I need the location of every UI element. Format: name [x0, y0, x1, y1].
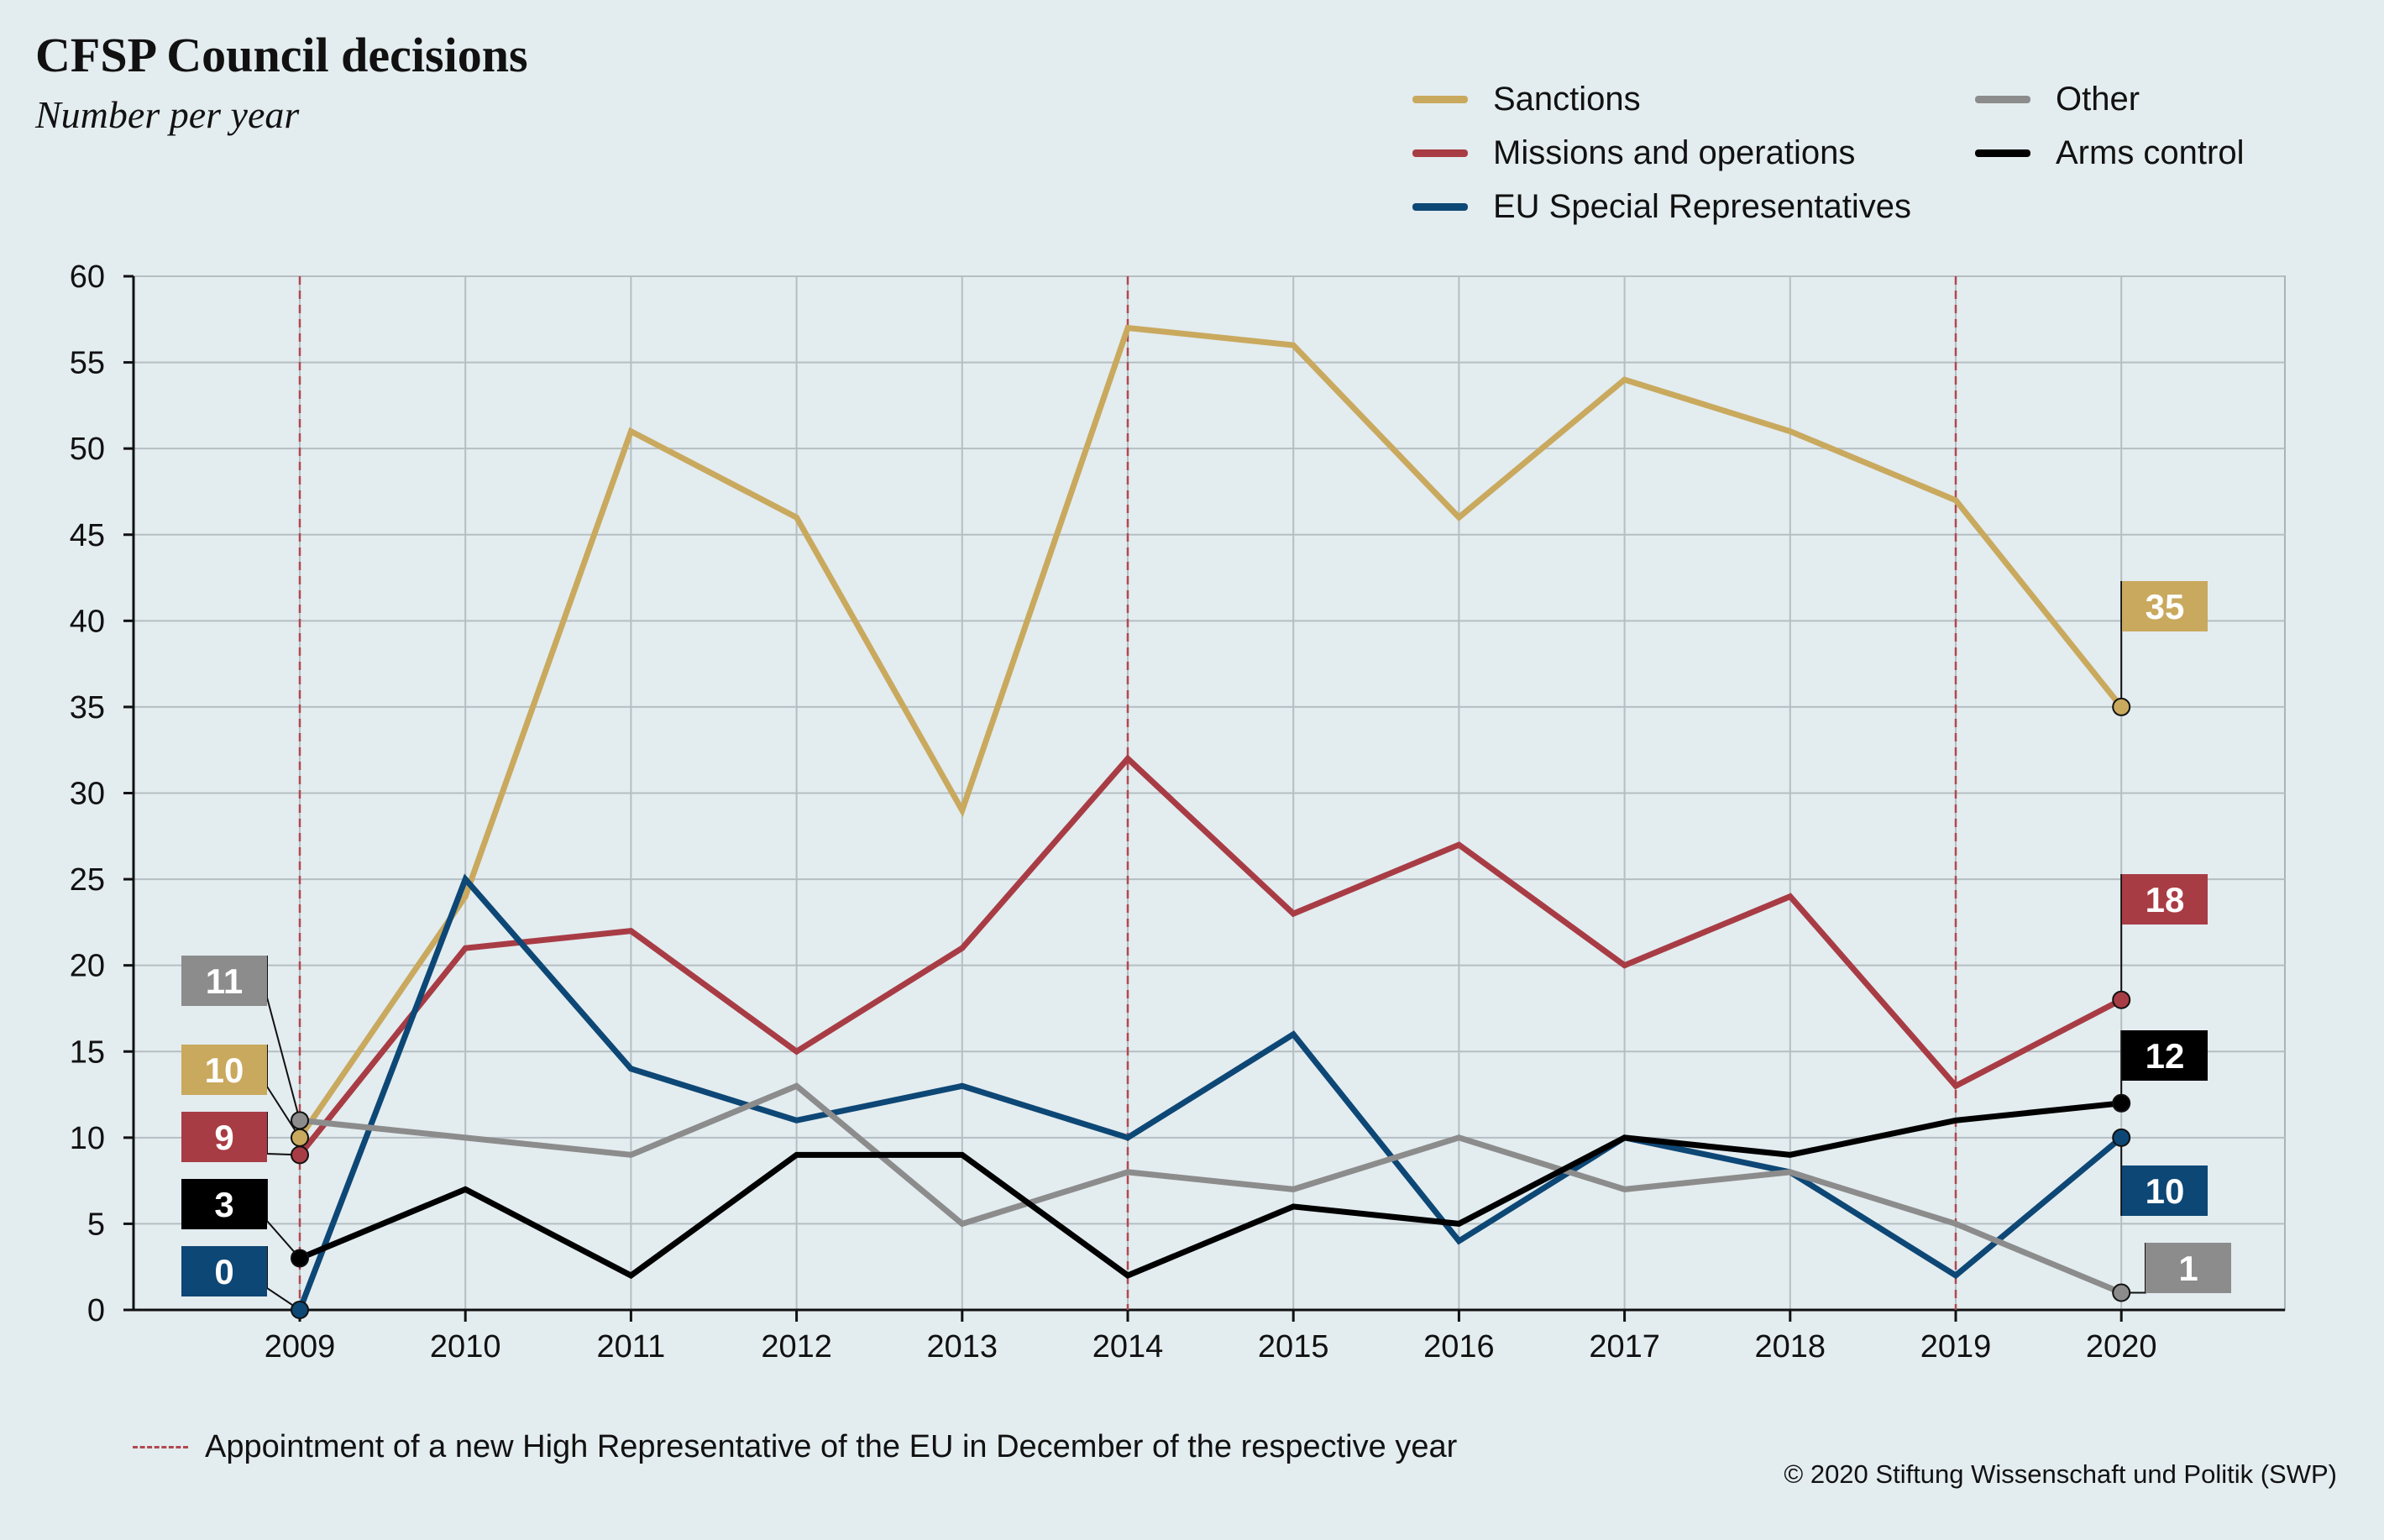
end-value-label: 10	[2112, 1128, 2208, 1216]
start-point	[291, 1145, 309, 1165]
label-value: 0	[214, 1252, 233, 1291]
x-tick-label: 2017	[1589, 1329, 1660, 1365]
label-box	[2122, 581, 2208, 631]
start-point	[291, 1128, 309, 1147]
x-tick-label: 2011	[597, 1329, 666, 1365]
y-tick-label: 10	[70, 1121, 105, 1156]
label-box	[181, 956, 267, 1006]
legend-label: Missions and operations	[1493, 134, 1856, 171]
label-box	[2146, 1243, 2231, 1293]
legend-item-other: Other	[1975, 81, 2140, 118]
y-tick-label: 35	[70, 690, 105, 725]
end-value-label: 35	[2112, 581, 2208, 716]
label-box	[2122, 1030, 2208, 1081]
end-point	[2112, 1093, 2131, 1113]
label-value: 12	[2146, 1036, 2185, 1076]
series-line	[297, 754, 2123, 1157]
end-value-label: 18	[2112, 874, 2208, 1009]
start-point	[291, 1111, 309, 1130]
end-point	[2112, 1283, 2131, 1302]
y-tick-label: 60	[70, 259, 105, 295]
legend-item-eusr: EU Special Representatives	[1412, 188, 1911, 226]
x-tick-label: 2012	[761, 1329, 832, 1365]
chart-subtitle: Number per year	[35, 93, 300, 136]
copyright: © 2020 Stiftung Wissenschaft und Politik…	[1784, 1459, 2337, 1489]
y-tick-label: 0	[87, 1293, 105, 1328]
label-box	[181, 1179, 267, 1229]
legend-swatch	[1412, 203, 1468, 211]
label-value: 9	[214, 1118, 233, 1157]
legend-label: EU Special Representatives	[1493, 188, 1912, 225]
label-box	[181, 1112, 267, 1162]
y-tick-label: 45	[70, 518, 105, 553]
start-value-label: 3	[181, 1179, 309, 1268]
series-line	[299, 1082, 2123, 1296]
y-tick-label: 5	[87, 1207, 105, 1242]
series-line	[296, 873, 2124, 1312]
start-value-label: 10	[181, 1045, 309, 1147]
label-box	[181, 1246, 267, 1296]
x-tick-label: 2018	[1755, 1329, 1826, 1365]
start-value-label: 9	[181, 1112, 309, 1165]
x-tick-label: 2014	[1092, 1329, 1164, 1365]
start-point	[291, 1301, 309, 1319]
legend-swatch	[1975, 149, 2030, 157]
legend-item-missions: Missions and operations	[1412, 134, 1855, 172]
legend-label: Other	[2056, 81, 2140, 118]
end-point	[2112, 990, 2131, 1009]
series-line	[298, 1100, 2122, 1280]
end-value-label: 1	[2112, 1243, 2231, 1302]
label-value: 35	[2146, 587, 2185, 626]
y-tick-label: 50	[70, 432, 105, 467]
footnote-dash-marker	[133, 1446, 188, 1448]
x-tick-label: 2010	[430, 1329, 501, 1365]
end-point	[2112, 697, 2131, 716]
label-box	[2122, 1165, 2208, 1216]
x-tick-label: 2009	[265, 1329, 336, 1365]
end-value-label: 12	[2112, 1030, 2208, 1113]
legend-swatch	[1412, 96, 1468, 103]
label-value: 10	[205, 1050, 244, 1090]
legend-swatch	[1975, 96, 2030, 103]
footnote: Appointment of a new High Representative…	[133, 1429, 1457, 1465]
x-tick-label: 2015	[1258, 1329, 1329, 1365]
end-point	[2112, 1128, 2131, 1147]
series-line	[297, 324, 2124, 1139]
x-tick-label: 2013	[927, 1329, 998, 1365]
legend-item-sanctions: Sanctions	[1412, 81, 1641, 118]
y-tick-label: 55	[70, 346, 105, 381]
x-tick-label: 2020	[2086, 1329, 2157, 1365]
legend-swatch	[1412, 149, 1468, 157]
label-value: 1	[2178, 1249, 2198, 1288]
leader-line	[266, 1179, 301, 1260]
label-box	[2122, 874, 2208, 925]
label-value: 3	[214, 1185, 233, 1224]
legend-item-arms-control: Arms control	[1975, 134, 2245, 172]
y-tick-label: 25	[70, 862, 105, 898]
start-value-label: 11	[181, 956, 309, 1130]
y-tick-label: 15	[70, 1035, 105, 1070]
y-tick-label: 30	[70, 777, 105, 812]
label-box	[181, 1045, 267, 1095]
x-tick-label: 2016	[1423, 1329, 1495, 1365]
label-value: 11	[206, 961, 243, 1001]
footnote-text: Appointment of a new High Representative…	[205, 1429, 1458, 1464]
start-point	[291, 1249, 309, 1268]
x-tick-label: 2019	[1920, 1329, 1992, 1365]
chart-title: CFSP Council decisions	[35, 28, 528, 82]
y-tick-label: 40	[70, 604, 105, 639]
label-value: 18	[2146, 880, 2185, 919]
y-tick-label: 20	[70, 949, 105, 984]
start-value-label: 0	[181, 1246, 309, 1319]
legend-label: Sanctions	[1493, 81, 1641, 118]
legend-label: Arms control	[2056, 134, 2245, 171]
label-value: 10	[2146, 1171, 2185, 1211]
